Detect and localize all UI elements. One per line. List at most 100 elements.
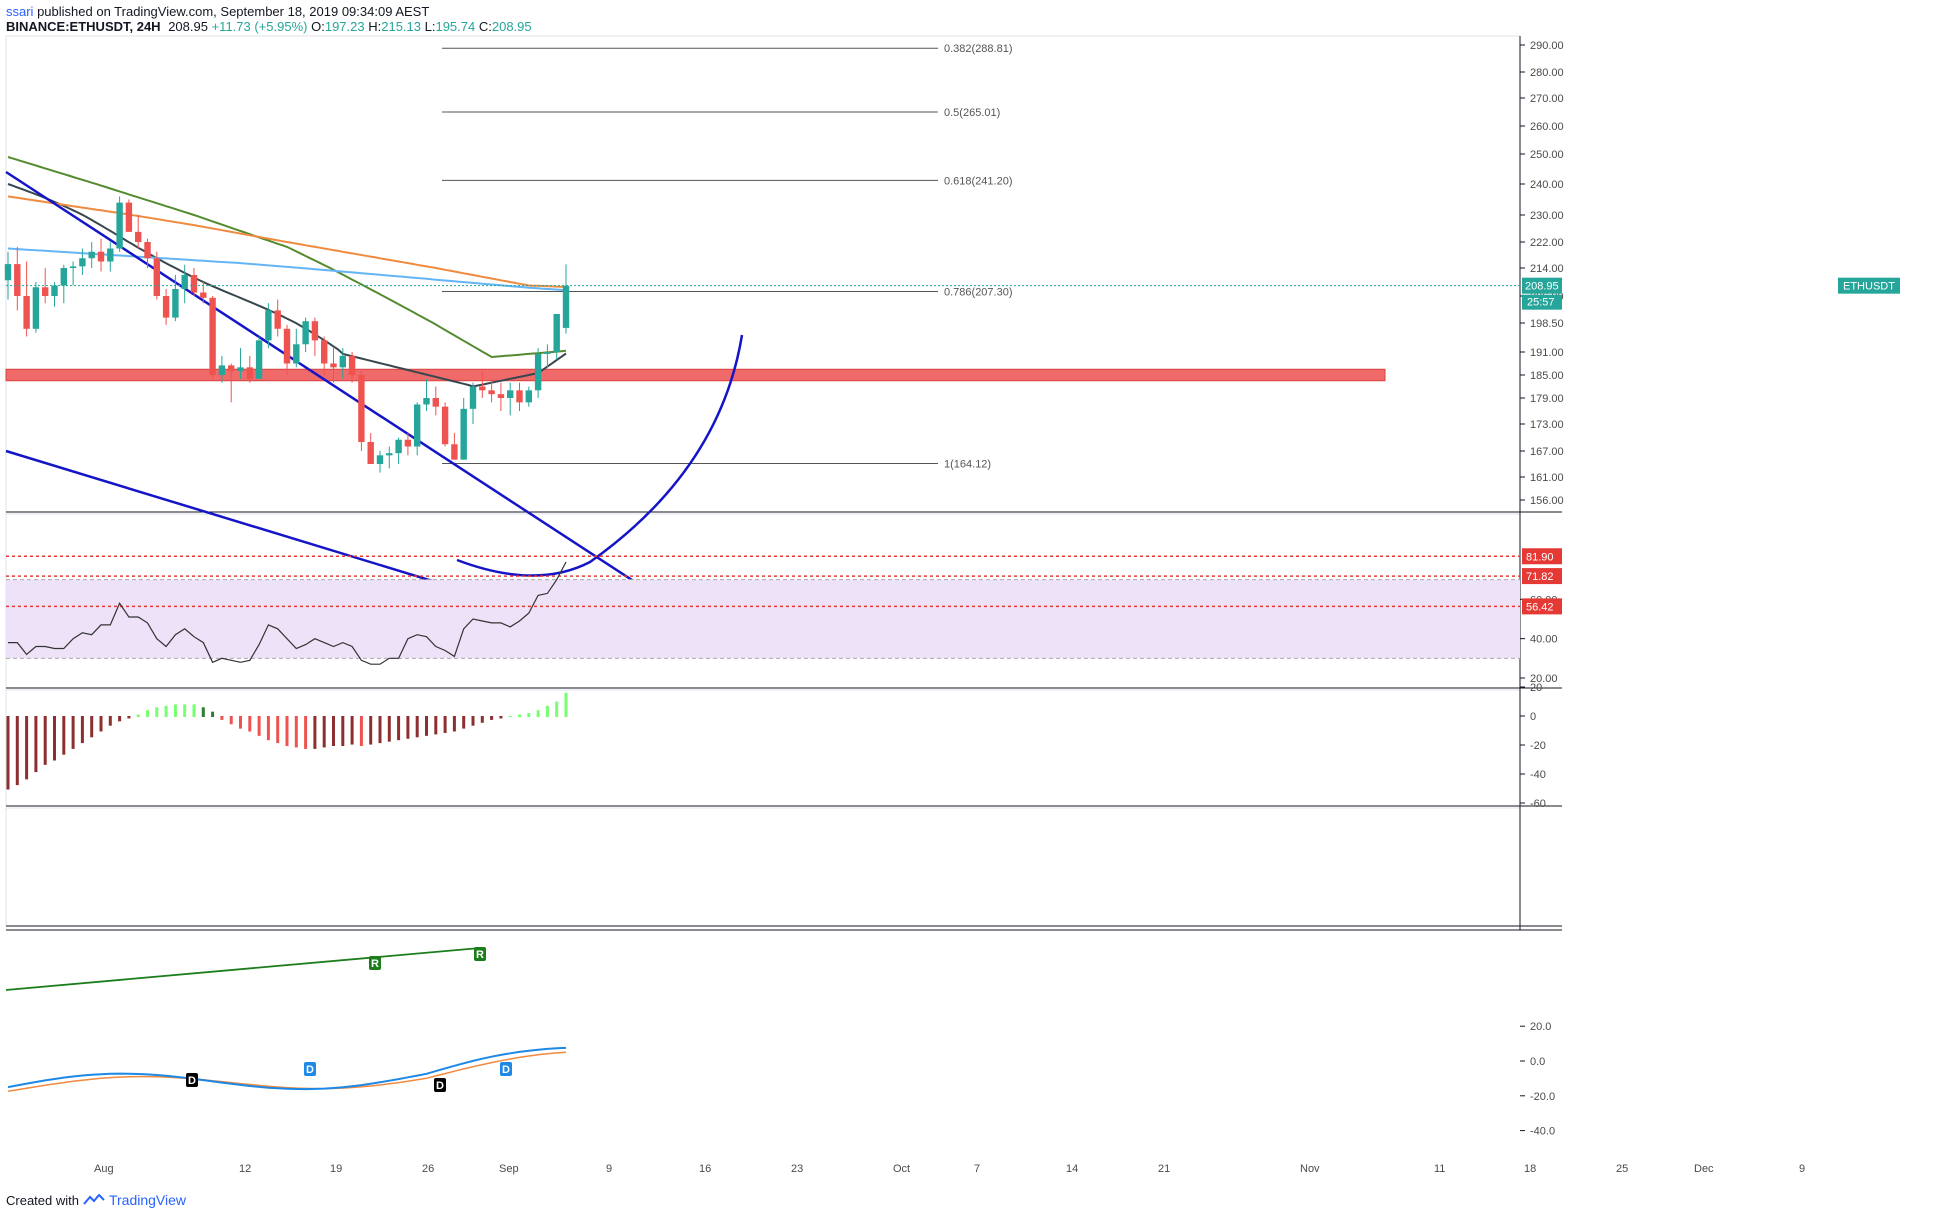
oscillator-signal-line <box>7 1051 567 1093</box>
momentum-bar <box>397 716 401 741</box>
candle-body <box>125 202 133 232</box>
momentum-bar <box>266 716 270 741</box>
chart-canvas[interactable]: 290.00280.00270.00260.00250.00240.00230.… <box>0 0 1952 1190</box>
price-axis-label: 179.00 <box>1530 393 1564 405</box>
moving-average-line <box>7 195 567 288</box>
price-axis-label: 280.00 <box>1530 67 1564 79</box>
price-change: +11.73 (+5.95%) <box>211 19 308 34</box>
low-label: L: <box>424 19 436 34</box>
candle-body <box>516 390 523 403</box>
candle-body <box>339 355 346 368</box>
candle-body <box>200 292 207 298</box>
momentum-bar <box>220 716 224 720</box>
momentum-bar <box>425 716 428 736</box>
momentum-axis-label: 20 <box>1530 682 1542 694</box>
candle-body <box>246 367 253 379</box>
candle-body <box>534 353 542 391</box>
candle-body <box>386 453 393 456</box>
momentum-bar <box>239 716 242 729</box>
candle-body <box>88 251 95 259</box>
oscillator-axis-label: 0.0 <box>1530 1056 1545 1068</box>
candle-body <box>358 375 365 442</box>
publish-info: published on TradingView.com, September … <box>37 4 430 19</box>
momentum-bar <box>452 716 456 732</box>
momentum-bar <box>387 716 391 742</box>
rsi-line <box>8 561 567 665</box>
momentum-bar <box>434 716 438 735</box>
fibonacci-level-label: 0.618(241.20) <box>944 175 1013 187</box>
symbol-title: BINANCE:ETHUSDT, 24H <box>6 19 161 34</box>
tradingview-logo-icon <box>83 1194 105 1205</box>
momentum-bar <box>127 716 131 719</box>
price-axis-label: 260.00 <box>1530 121 1564 133</box>
low-value: 195.74 <box>435 19 476 34</box>
momentum-bar <box>183 704 187 717</box>
time-axis-label: 12 <box>239 1163 251 1175</box>
price-axis-label: 240.00 <box>1530 179 1564 191</box>
chart-header: ssari published on TradingView.com, Sept… <box>6 4 532 34</box>
momentum-bar <box>322 716 326 748</box>
candle-body <box>14 264 21 296</box>
candle-body <box>116 202 123 249</box>
momentum-r-marker-label: R <box>371 958 379 970</box>
momentum-bar <box>173 704 177 717</box>
high-label: H: <box>368 19 382 34</box>
momentum-bar <box>536 710 540 717</box>
candle-body <box>283 328 291 364</box>
time-axis-label: 14 <box>1066 1163 1078 1175</box>
candle-body <box>79 258 86 267</box>
candle-body <box>432 398 439 407</box>
time-axis-label: 9 <box>1799 1163 1805 1175</box>
candle-body <box>172 289 179 318</box>
momentum-bar <box>80 716 84 744</box>
rsi-level-tag-label: 81.90 <box>1526 551 1554 563</box>
time-axis-label: 26 <box>422 1163 434 1175</box>
momentum-bar <box>406 716 410 739</box>
candle-body <box>209 297 216 375</box>
candle-body <box>181 275 188 289</box>
candle-body <box>525 390 532 403</box>
candle-body <box>479 386 486 391</box>
momentum-bar <box>499 716 503 719</box>
oscillator-axis-label: -40.0 <box>1530 1126 1555 1138</box>
candle-body <box>451 444 458 460</box>
author-username[interactable]: ssari <box>6 4 34 19</box>
price-axis-label: 270.00 <box>1530 93 1564 105</box>
momentum-bar <box>369 716 373 745</box>
time-axis-label: 9 <box>606 1163 612 1175</box>
price-panel-frame <box>5 35 1521 513</box>
candle-body <box>469 386 477 409</box>
candle-body <box>42 287 49 296</box>
rsi-level-tag <box>1522 568 1562 585</box>
momentum-bar <box>15 716 19 786</box>
open-value: 197.23 <box>324 19 365 34</box>
candle-body <box>255 340 263 379</box>
candle-body <box>441 406 449 445</box>
tradingview-brand[interactable]: TradingView <box>108 1192 187 1208</box>
momentum-bar <box>555 701 559 717</box>
price-axis-label: 173.00 <box>1530 419 1564 431</box>
momentum-bar <box>118 716 122 722</box>
candle-body <box>553 314 560 352</box>
momentum-bar <box>43 716 47 765</box>
momentum-bar <box>480 716 484 723</box>
candle-body <box>107 248 114 262</box>
rsi-axis-label: 40.00 <box>1530 634 1558 646</box>
momentum-bar <box>518 714 521 717</box>
last-price: 208.95 <box>168 19 208 34</box>
fibonacci-level-label: 0.382(288.81) <box>944 43 1013 55</box>
candle-body <box>507 390 514 398</box>
momentum-bar <box>99 716 103 732</box>
candle-body <box>97 251 105 262</box>
candle-body <box>414 404 421 447</box>
momentum-bar <box>248 716 252 732</box>
momentum-bar <box>155 707 159 717</box>
countdown-tag <box>1522 294 1562 310</box>
price-axis-label: 222.00 <box>1530 237 1564 249</box>
oscillator-d-marker-label: D <box>436 1080 444 1092</box>
candle-body <box>404 439 412 447</box>
candle-body <box>190 275 198 293</box>
time-axis-label: 19 <box>330 1163 342 1175</box>
candle-body <box>321 340 328 364</box>
oscillator-d-marker <box>304 1062 316 1076</box>
